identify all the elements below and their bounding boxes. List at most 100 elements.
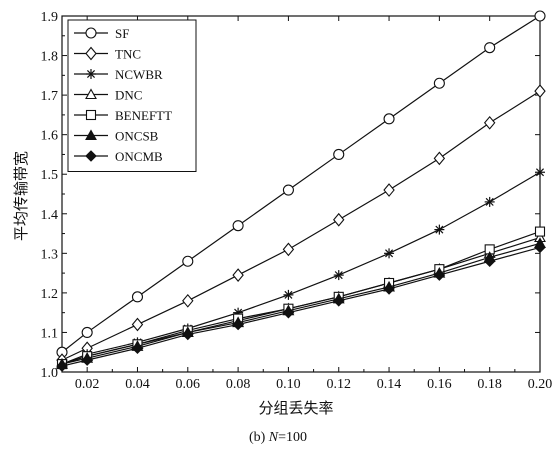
data-point [332,295,345,307]
data-point [484,196,495,207]
asterisk-stroke [435,225,444,234]
y-tick-label: 1.3 [41,247,59,262]
data-point [333,270,344,281]
y-tick-label: 1.1 [41,326,59,341]
series-oncmb [56,241,546,372]
data-point [434,224,445,235]
data-point [383,283,395,295]
data-point [433,77,445,89]
y-axis: 1.0 1.1 1.2 1.3 1.4 1.5 1.6 1.7 1.8 1.9 [41,10,540,381]
caption-suffix: =100 [278,430,307,445]
data-point [131,342,144,355]
data-point [483,255,496,268]
x-tick-label: 0.10 [276,377,301,392]
data-point [534,84,546,99]
data-point [333,148,345,160]
asterisk-stroke [385,249,394,258]
data-point [182,293,194,308]
legend-entry: NCWBR [74,67,163,82]
x-tick-label: 0.12 [326,377,351,392]
legend: SF TNC NCWBR DNC BENEFTT ONCSB ONCMB [67,19,197,172]
data-point [81,326,93,338]
y-axis-title: 平均传输带宽 [13,151,30,241]
series-ncwbr [57,167,545,370]
series-oncsb [56,237,546,369]
data-point [383,183,395,197]
data-point [131,317,144,332]
data-point [232,220,244,232]
y-tick-label: 1.7 [41,89,59,104]
data-point [384,248,395,259]
x-tick-label: 0.04 [125,377,150,392]
legend-label: ONCSB [115,129,159,144]
data-point [81,354,93,366]
legend-marker [85,88,97,100]
data-point [282,184,294,196]
data-point [283,289,294,300]
y-tick-label: 1.4 [41,208,59,223]
legend-label: SF [115,26,129,41]
legend-marker [86,69,96,79]
legend-entry: ONCMB [74,149,163,164]
legend-label: DNC [115,88,142,103]
data-point [182,328,194,341]
caption-prefix: (b) [249,430,269,445]
asterisk-stroke [284,290,293,299]
data-point [534,10,546,22]
legend-entry: BENEFTT [74,108,172,123]
legend-marker [85,27,97,39]
data-point [131,291,144,303]
legend-marker [85,46,97,61]
legend-label: BENEFTT [115,108,172,123]
figure-caption: (b) N=100 [249,430,307,445]
asterisk-stroke [86,69,96,79]
data-point [333,212,345,227]
y-tick-label: 1.9 [41,10,59,25]
data-point [232,268,244,282]
data-point [433,151,446,166]
y-tick-label: 1.6 [41,129,59,144]
x-tick-label: 0.18 [477,377,502,392]
series-layer [56,10,546,372]
data-point [282,306,295,319]
asterisk-stroke [535,168,545,177]
x-tick-label: 0.08 [226,377,251,392]
y-tick-label: 1.2 [41,287,59,302]
legend-marker [85,109,97,121]
x-tick-label: 0.16 [427,377,452,392]
x-tick-label: 0.20 [528,377,553,392]
legend-entry: ONCSB [74,129,159,144]
legend-marker [85,129,97,141]
data-point [56,360,68,372]
series-sf [56,10,546,358]
y-tick-label: 1.0 [41,366,59,381]
data-point [534,241,546,254]
x-tick-label: 0.02 [75,377,100,392]
x-axis: 0.02 0.04 0.06 0.08 0.10 0.12 0.14 0.16 0.18 0.20 [75,16,552,392]
x-axis-title: 分组丢失率 [258,400,333,417]
data-point [182,255,194,267]
legend-marker [85,150,97,162]
data-point [282,242,295,257]
legend-label: TNC [115,47,141,62]
data-point [483,115,496,130]
data-point [484,42,496,54]
legend-entry: DNC [74,88,142,103]
asterisk-stroke [334,271,343,280]
data-point [232,318,244,331]
legend-label: NCWBR [115,67,163,82]
data-point [433,269,446,281]
series-line [61,171,541,365]
x-tick-label: 0.14 [377,377,402,392]
data-point [535,167,545,178]
x-tick-label: 0.06 [176,377,201,392]
y-tick-label: 1.5 [41,168,59,183]
legend-entry: SF [74,26,129,41]
legend-label: ONCMB [115,149,163,164]
legend-entry: TNC [74,47,141,62]
y-tick-label: 1.8 [41,50,59,65]
caption-variable: N [268,430,279,445]
data-point [383,113,395,125]
asterisk-stroke [485,197,494,206]
